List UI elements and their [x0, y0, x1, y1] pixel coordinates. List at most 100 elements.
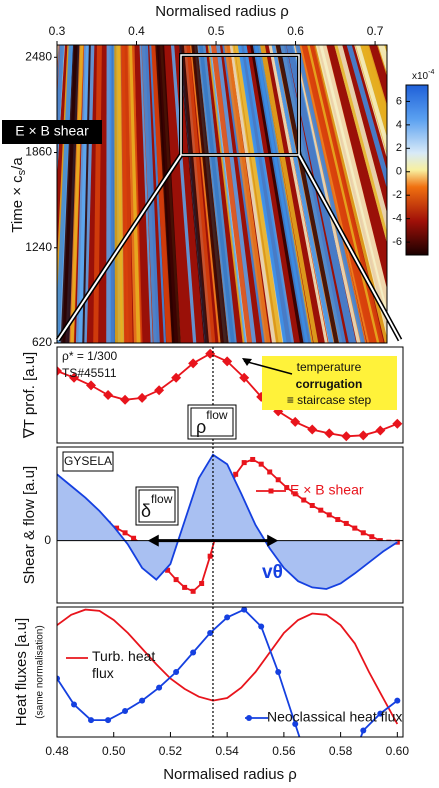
heatmap-stripe	[260, 45, 319, 343]
marker	[171, 372, 182, 383]
heatmap-stripe	[279, 45, 347, 343]
x-axis-title: Normalised radius ρ	[155, 3, 289, 20]
heatmap-stripe	[151, 45, 173, 343]
colorbar-tick-label: 4	[396, 119, 402, 131]
zoom-box	[55, 53, 403, 342]
colorbar-tick-label: -6	[392, 236, 402, 248]
marker	[156, 684, 163, 691]
x-tick-label: 0.48	[45, 744, 69, 758]
marker	[224, 614, 231, 621]
marker	[222, 356, 233, 367]
x-tick-label: 0.7	[367, 24, 384, 38]
plot-area	[57, 348, 403, 442]
arrowhead	[147, 534, 159, 547]
marker	[358, 430, 369, 441]
heatmap-stripe	[70, 45, 84, 343]
x-tick-label: 0.58	[329, 744, 353, 758]
heatmap-stripe	[191, 45, 229, 343]
code-box	[62, 451, 114, 472]
marker	[292, 491, 298, 497]
colorbar-tick-label: 0	[396, 166, 402, 178]
delta-flow-box	[135, 486, 179, 526]
heatmap-stripe	[60, 45, 78, 343]
heatmap-stripe	[197, 45, 237, 343]
y-tick-label: 1860	[25, 145, 52, 159]
annotation: E × B shear	[15, 123, 89, 139]
x-tick-label: 0.50	[102, 744, 126, 758]
y-tick-label: 1240	[25, 240, 52, 254]
callout-line: temperature	[297, 360, 362, 374]
heatmap-stripe	[210, 45, 253, 343]
marker	[309, 503, 315, 508]
marker	[258, 623, 265, 630]
heatmap-stripe	[27, 45, 52, 343]
y-tick-label: 620	[32, 335, 52, 349]
rho-flow-box	[187, 404, 237, 440]
marker	[173, 669, 180, 675]
marker	[188, 358, 199, 369]
rho-flow: ρflow	[196, 408, 228, 437]
code-label: GYSELA	[64, 454, 112, 468]
marker	[352, 525, 358, 531]
plot-area	[57, 607, 401, 779]
heatmap	[27, 45, 387, 343]
x-axis-title: Normalised radius ρ	[163, 766, 297, 783]
x-tick-label: 0.3	[49, 24, 66, 38]
legend-label: E × B shear	[290, 482, 364, 498]
marker	[199, 581, 205, 586]
marker	[88, 717, 95, 724]
y-axis-title: Time × cs/a	[9, 157, 28, 233]
marker	[318, 507, 324, 513]
delta-flow-sup: flow	[151, 492, 173, 506]
area	[57, 454, 398, 589]
marker	[165, 567, 171, 573]
marker	[241, 607, 248, 613]
heatmap-stripe	[139, 45, 153, 343]
marker	[307, 424, 318, 435]
marker	[241, 460, 247, 466]
heatmap-stripe	[57, 45, 73, 343]
y-axis-title: Shear & flow [a.u]	[21, 466, 38, 584]
heatmap-stripe	[229, 45, 277, 343]
marker	[190, 649, 197, 656]
heatmap-stripe	[224, 45, 271, 343]
marker	[86, 380, 97, 391]
marker	[139, 697, 146, 704]
marker	[290, 416, 301, 427]
heatmap-stripe	[121, 45, 133, 343]
y-axis-title-main: Time × c	[9, 175, 26, 233]
x-tick-label: 0.4	[128, 24, 145, 38]
marker	[375, 425, 386, 436]
marker	[369, 534, 375, 540]
marker	[71, 701, 78, 708]
marker	[154, 385, 165, 396]
marker	[309, 773, 315, 779]
marker	[392, 418, 403, 429]
marker	[57, 675, 60, 682]
marker	[360, 727, 367, 734]
colorbar-exponent: -4	[428, 69, 434, 76]
heatmap-stripe	[237, 45, 292, 343]
heatmap-stripe	[275, 45, 339, 343]
callout-box	[262, 356, 397, 410]
marker	[69, 372, 80, 383]
heatmap-stripe	[268, 45, 328, 343]
marker	[394, 697, 401, 704]
delta-flow-box-inner	[138, 489, 176, 523]
heatmap-stripe	[141, 45, 160, 343]
heatmap-stripe	[93, 45, 102, 343]
heatmap-stripe	[295, 45, 366, 343]
legend-marker	[246, 715, 252, 721]
x-tick-label: 0.52	[159, 744, 183, 758]
y-axis-title: ∇T prof. [a.u]	[21, 352, 38, 439]
plot-area	[57, 453, 400, 594]
marker	[122, 530, 128, 536]
heatmap-stripe	[179, 45, 210, 343]
heatmap-stripe	[378, 45, 387, 74]
y-tick-label: 0	[44, 533, 51, 547]
legend-label: Neoclassical heat flux	[267, 709, 402, 725]
heatmap-stripe	[315, 45, 387, 338]
callout-line: corrugation	[296, 377, 363, 391]
line	[57, 453, 398, 590]
heatmap-stripe	[132, 45, 143, 343]
